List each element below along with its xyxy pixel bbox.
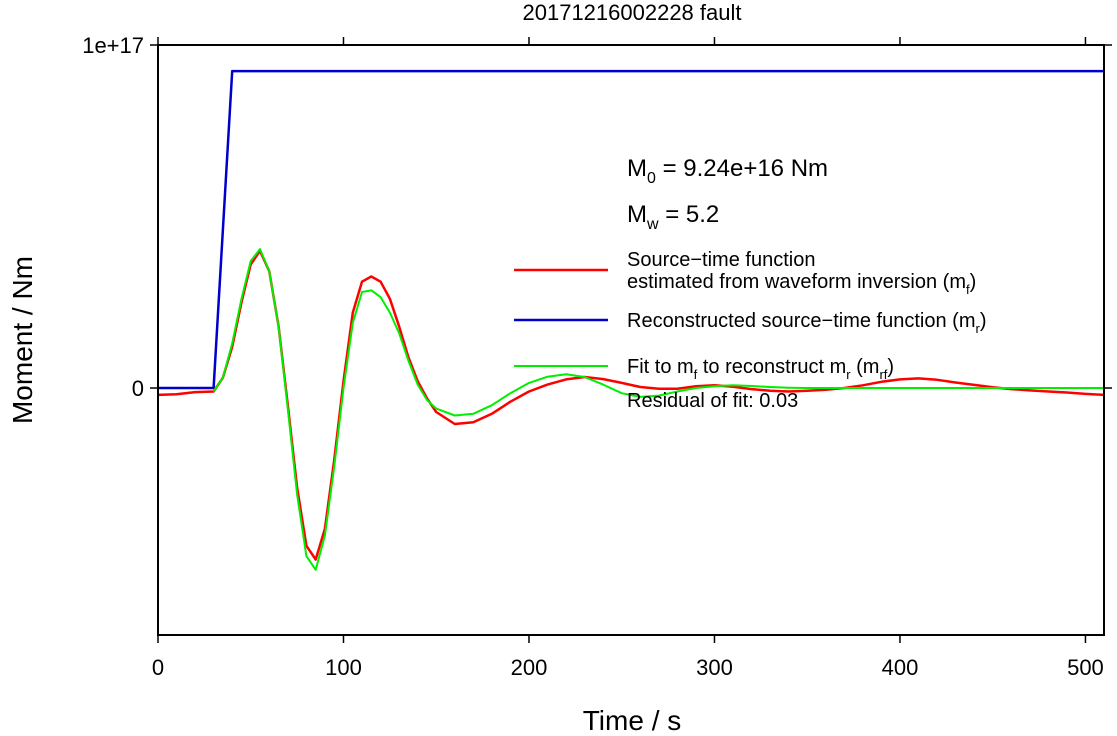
legend-label: Reconstructed source−time function (mr): [627, 310, 987, 336]
series-line-1: [158, 69, 1104, 390]
x-tick-label: 200: [511, 655, 548, 680]
legend-label-cont: estimated from waveform inversion (mf): [627, 271, 976, 297]
y-tick-label: 1e+17: [82, 33, 144, 58]
seismic-moment-label: M0 = 9.24e+16 Nm: [627, 155, 828, 187]
legend-label: Fit to mf to reconstruct mr (mrf): [627, 356, 894, 382]
axis-ticks: 0 100 200 300 400 500 0 1e+17: [82, 33, 1112, 680]
residual-label: Residual of fit: 0.03: [627, 390, 798, 412]
chart-title: 20171216002228 fault: [523, 0, 742, 25]
plot-frame: [157, 44, 1105, 636]
legend-label: Source−time function: [627, 249, 815, 271]
x-tick-label: 100: [325, 655, 362, 680]
moment-magnitude-label: Mw = 5.2: [627, 201, 719, 233]
plot-area: [158, 69, 1104, 571]
x-tick-label: 300: [696, 655, 733, 680]
y-axis-label: Moment / Nm: [7, 256, 38, 424]
series-line-2: [212, 248, 1104, 571]
x-tick-label: 400: [882, 655, 919, 680]
x-tick-label: 0: [152, 655, 164, 680]
y-tick-label: 0: [132, 376, 144, 401]
x-tick-label: 500: [1067, 655, 1104, 680]
annotations: M0 = 9.24e+16 Nm Mw = 5.2 Residual of fit:…: [627, 155, 828, 412]
x-axis-label: Time / s: [583, 705, 682, 736]
